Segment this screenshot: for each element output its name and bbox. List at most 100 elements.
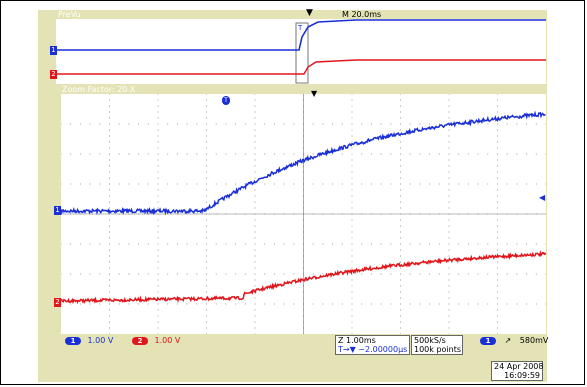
horizontal-readout[interactable]: Z 1.00ms T→▼ −2.00000µs	[335, 335, 410, 355]
grid-dot	[448, 105, 450, 107]
grid-dot	[109, 117, 110, 119]
grid-dot	[206, 285, 207, 287]
grid-dot	[167, 153, 169, 155]
grid-dot	[196, 183, 198, 185]
grid-dot	[264, 183, 266, 185]
grid-dot	[497, 94, 498, 95]
grid-dot	[400, 243, 401, 245]
grid-dot	[196, 153, 198, 155]
grid-dot	[438, 273, 440, 275]
grid-dot	[351, 309, 353, 311]
horizontal-position: T→▼ −2.00000µs	[338, 345, 408, 354]
grid-dot	[351, 141, 353, 143]
grid-dot	[535, 303, 537, 305]
overview-window[interactable]: T	[56, 19, 546, 84]
grid-dot	[176, 183, 178, 185]
grid-dot	[380, 303, 382, 305]
grid-dot	[109, 207, 110, 209]
grid-dot	[448, 243, 450, 245]
grid-dot	[497, 219, 498, 221]
grid-dot	[351, 201, 353, 203]
grid-dot	[400, 111, 401, 113]
grid-dot	[535, 273, 537, 275]
grid-dot	[351, 111, 353, 113]
grid-dot	[109, 201, 110, 203]
grid-dot	[400, 321, 401, 323]
ch2-ground-marker[interactable]: 2	[50, 70, 57, 79]
grid-dot	[351, 261, 353, 263]
grid-dot	[109, 153, 110, 155]
grid-dot	[264, 273, 266, 275]
grid-dot	[157, 159, 159, 161]
trigger-readout[interactable]: 1 ↗ 580mV	[480, 336, 548, 345]
grid-dot	[400, 261, 401, 263]
grid-dot	[254, 327, 256, 329]
sample-rate: 500kS/s	[414, 336, 446, 345]
grid-dot	[497, 141, 498, 143]
grid-dot	[147, 243, 149, 245]
grid-dot	[254, 147, 256, 149]
grid-dot	[254, 159, 256, 161]
grid-dot	[351, 303, 353, 305]
grid-dot	[332, 243, 334, 245]
grid-dot	[312, 153, 314, 155]
grid-dot	[351, 285, 353, 287]
grid-dot	[448, 303, 450, 305]
grid-dot	[506, 153, 508, 155]
grid-dot	[61, 243, 62, 245]
grid-dot	[176, 153, 178, 155]
zoom-ch2-marker[interactable]: 2	[54, 298, 61, 307]
zoom-region-box[interactable]	[295, 22, 309, 84]
grid-dot	[380, 153, 382, 155]
grid-dot	[448, 297, 450, 299]
grid-dot	[138, 303, 140, 305]
grid-dot	[448, 291, 450, 293]
grid-dot	[157, 99, 159, 101]
grid-dot	[157, 303, 159, 305]
grid-dot	[79, 153, 81, 155]
grid-dot	[176, 123, 178, 125]
grid-dot	[497, 183, 498, 185]
grid-dot	[196, 273, 198, 275]
grid-dot	[244, 303, 246, 305]
grid-dot	[487, 303, 489, 305]
grid-dot	[215, 153, 217, 155]
grid-dot	[109, 267, 110, 269]
grid-dot	[458, 243, 460, 245]
grid-dot	[497, 297, 498, 299]
grid-dot	[206, 303, 207, 305]
grid-dot	[273, 183, 275, 185]
grid-dot	[206, 225, 207, 227]
grid-dot	[206, 117, 207, 119]
zoom-ch1-marker[interactable]: 1	[54, 206, 61, 215]
grid-dot	[79, 243, 81, 245]
grid-dot	[448, 171, 450, 173]
zoom-window[interactable]	[61, 94, 546, 334]
grid-dot	[176, 303, 178, 305]
grid-dot	[448, 117, 450, 119]
grid-dot	[400, 267, 401, 269]
grid-dot	[254, 261, 256, 263]
grid-dot	[254, 123, 256, 125]
grid-dot	[61, 303, 62, 305]
trigger-source-badge: 1	[480, 336, 496, 345]
trigger-slope-icon: ↗	[504, 336, 512, 345]
grid-dot	[206, 219, 207, 221]
grid-dot	[400, 159, 401, 161]
ch2-readout[interactable]: 2 1.00 V	[132, 336, 180, 345]
grid-dot	[361, 123, 363, 125]
grid-dot	[419, 243, 421, 245]
acquisition-readout[interactable]: 500kS/s 100k points	[411, 335, 463, 355]
ch1-readout[interactable]: 1 1.00 V	[65, 336, 113, 345]
grid-dot	[429, 243, 431, 245]
grid-dot	[264, 243, 266, 245]
grid-dot	[497, 243, 498, 245]
grid-dot	[332, 303, 334, 305]
ch1-ground-marker[interactable]: 1	[50, 46, 57, 55]
grid-dot	[254, 273, 256, 275]
grid-dot	[458, 153, 460, 155]
grid-dot	[370, 183, 372, 185]
grid-dot	[128, 303, 130, 305]
grid-dot	[254, 195, 256, 197]
grid-dot	[157, 129, 159, 131]
